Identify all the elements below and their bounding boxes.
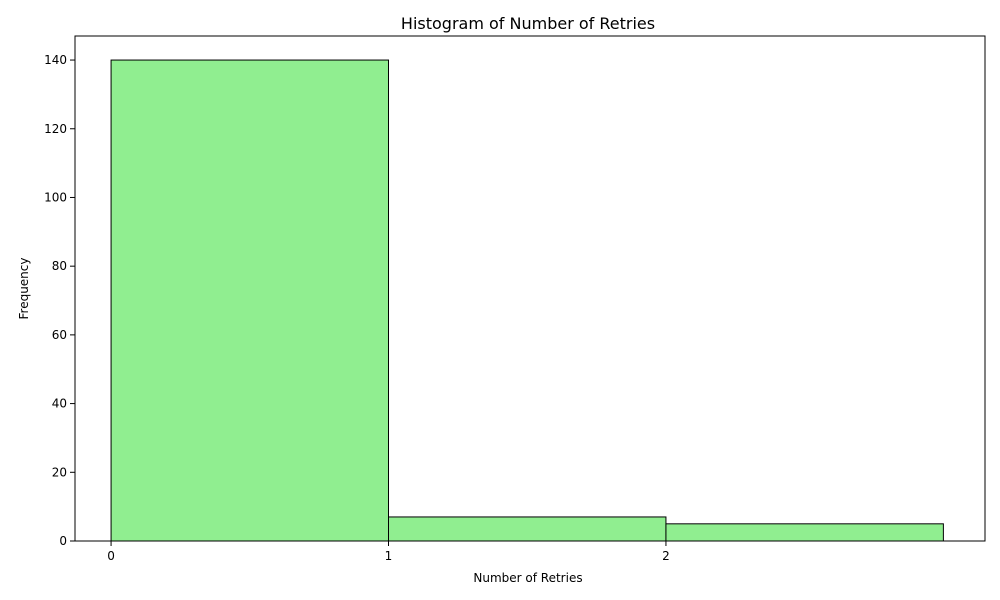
x-tick-label-0: 0 (107, 549, 115, 563)
histogram-bar-0 (110, 59, 390, 542)
y-tick-label-3: 60 (52, 328, 67, 342)
y-tick-label-6: 120 (44, 122, 67, 136)
y-ticks: 0 20 40 60 80 100 120 140 (44, 53, 75, 548)
chart-title: Histogram of Number of Retries (401, 14, 655, 33)
histogram-bar-2 (665, 523, 944, 542)
histogram-bar-1 (388, 516, 667, 542)
x-tick-label-2: 2 (662, 549, 670, 563)
x-tick-label-1: 1 (385, 549, 393, 563)
y-tick-label-5: 100 (44, 190, 67, 204)
x-axis-label: Number of Retries (473, 571, 582, 585)
y-tick-label-1: 20 (52, 465, 67, 479)
plot-frame (74, 35, 986, 542)
y-tick-label-2: 40 (52, 397, 67, 411)
x-ticks: 0 1 2 (107, 541, 670, 563)
y-tick-label-0: 0 (59, 534, 67, 548)
y-tick-label-7: 140 (44, 53, 67, 67)
y-tick-label-4: 80 (52, 259, 67, 273)
y-axis-label: Frequency (17, 258, 31, 320)
bars-layer (110, 59, 944, 542)
